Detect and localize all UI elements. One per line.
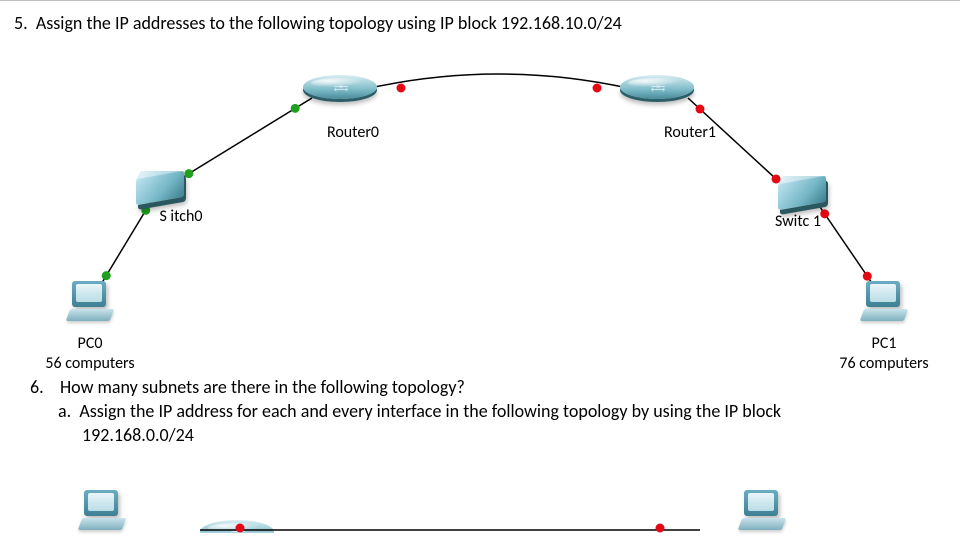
link-router1-switch1 <box>688 98 788 190</box>
link-pc0-switch0 <box>100 200 152 286</box>
port-dot <box>184 169 193 178</box>
question-6: 6. How many subnets are there in the fol… <box>30 376 465 398</box>
pc-icon <box>80 490 124 534</box>
port-dot <box>863 272 872 281</box>
switch-icon <box>778 180 826 210</box>
pc1-sublabel: 76 computers <box>839 354 928 373</box>
q6-number: 6. <box>30 376 44 398</box>
partial-links-layer <box>0 0 960 540</box>
link-switch1-pc1 <box>818 204 874 286</box>
port-dot <box>656 524 665 533</box>
router0-label: Router0 <box>327 123 379 142</box>
q6a-letter: a. <box>58 400 71 422</box>
pc-icon <box>862 281 906 325</box>
port-dot <box>141 206 150 215</box>
port-dot <box>102 271 111 280</box>
q5-text: Assign the IP addresses to the following… <box>36 12 622 34</box>
router-icon: ⇄⇆ <box>200 520 274 552</box>
question-6a: a. Assign the IP address for each and ev… <box>58 400 781 422</box>
top-rule <box>0 0 960 1</box>
port-dot <box>396 84 405 93</box>
question-6a-ip: 192.168.0.0/24 <box>82 424 194 446</box>
router-icon: ⇄⇆ <box>620 75 694 107</box>
pc-icon <box>68 281 112 325</box>
port-dot <box>291 104 300 113</box>
q6a-text: Assign the IP address for each and every… <box>79 400 781 422</box>
switch-icon <box>136 175 184 205</box>
switch0-label: S itch0 <box>159 207 202 226</box>
q5-number: 5. <box>14 12 28 34</box>
pc1-label: PC1 <box>872 334 897 353</box>
q6-text: How many subnets are there in the follow… <box>60 376 465 398</box>
port-dot <box>820 209 829 218</box>
question-5: 5. Assign the IP addresses to the follow… <box>14 12 622 34</box>
link-router0-router1 <box>370 74 628 88</box>
router-icon: ⇄⇆ <box>303 75 377 107</box>
pc0-label: PC0 <box>78 334 103 353</box>
switch1-label: Switc 1 <box>775 212 821 231</box>
router1-label: Router1 <box>664 123 716 142</box>
port-dot <box>593 84 602 93</box>
pc0-sublabel: 56 computers <box>45 354 134 373</box>
pc-icon <box>740 490 784 534</box>
link-switch0-router0 <box>172 98 312 184</box>
port-dot <box>696 105 705 114</box>
